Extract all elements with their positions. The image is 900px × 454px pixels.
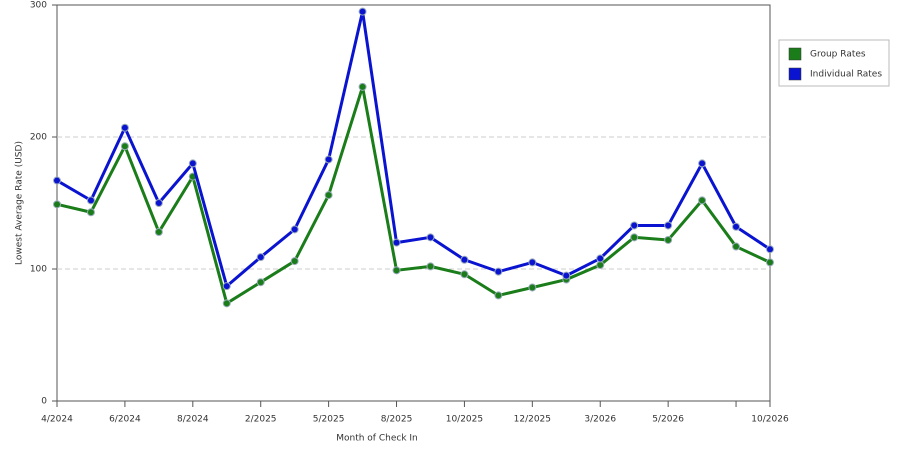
x-tick-label: 5/2025 xyxy=(313,415,345,425)
x-tick-label: 6/2024 xyxy=(109,415,141,425)
x-tick-label: 8/2025 xyxy=(381,415,413,425)
data-point xyxy=(86,196,95,205)
data-point xyxy=(732,222,741,231)
data-point xyxy=(766,258,774,267)
data-point xyxy=(562,271,571,280)
data-point xyxy=(596,254,605,263)
data-point xyxy=(460,255,469,264)
data-point xyxy=(426,233,435,242)
x-tick-label: 12/2025 xyxy=(514,415,551,425)
data-point xyxy=(256,253,265,262)
data-point xyxy=(358,82,367,91)
data-point xyxy=(630,233,639,242)
legend-swatch xyxy=(788,67,802,81)
data-point xyxy=(630,221,639,230)
x-tick-label: 2/2025 xyxy=(245,415,277,425)
data-point xyxy=(528,258,537,267)
data-point xyxy=(53,200,61,209)
data-point xyxy=(222,299,231,308)
y-tick-label: 200 xyxy=(30,133,47,143)
data-point xyxy=(732,242,741,251)
x-tick-label: 5/2026 xyxy=(652,415,684,425)
data-point xyxy=(324,155,333,164)
data-point xyxy=(120,123,129,132)
y-tick-label: 100 xyxy=(30,265,47,275)
x-tick-label: 10/2026 xyxy=(751,415,789,425)
data-point xyxy=(460,270,469,279)
data-point xyxy=(188,159,197,168)
legend-swatch xyxy=(788,47,802,61)
data-point xyxy=(494,267,503,276)
data-point xyxy=(528,283,537,292)
data-point xyxy=(426,262,435,271)
data-point xyxy=(698,196,707,205)
plot-area xyxy=(56,4,771,402)
data-point xyxy=(120,142,129,151)
x-tick-label: 10/2025 xyxy=(446,415,483,425)
data-point xyxy=(222,282,231,291)
data-point xyxy=(358,7,367,16)
data-point xyxy=(392,266,401,275)
data-point xyxy=(324,191,333,200)
data-point xyxy=(290,257,299,266)
data-point xyxy=(154,199,163,207)
y-tick-label: 0 xyxy=(41,397,47,407)
data-point xyxy=(664,221,673,230)
data-point xyxy=(698,159,707,168)
data-point xyxy=(256,278,265,287)
data-point xyxy=(494,291,503,300)
data-point xyxy=(53,176,61,185)
legend-label: Group Rates xyxy=(810,50,866,60)
data-point xyxy=(290,225,299,234)
y-axis-label: Lowest Average Rate (USD) xyxy=(15,141,25,265)
series-line xyxy=(56,85,771,305)
x-tick-label: 3/2026 xyxy=(584,415,616,425)
data-point xyxy=(664,235,673,244)
x-tick-label: 4/2024 xyxy=(41,415,73,425)
data-point xyxy=(596,261,605,270)
data-point xyxy=(86,208,95,217)
legend-label: Individual Rates xyxy=(810,70,882,80)
data-point xyxy=(392,238,401,247)
data-point xyxy=(154,228,163,237)
y-tick-label: 300 xyxy=(30,1,47,11)
x-axis-label: Month of Check In xyxy=(336,434,418,444)
data-point xyxy=(766,245,774,254)
x-tick-label: 8/2024 xyxy=(177,415,209,425)
series-line xyxy=(56,10,771,288)
